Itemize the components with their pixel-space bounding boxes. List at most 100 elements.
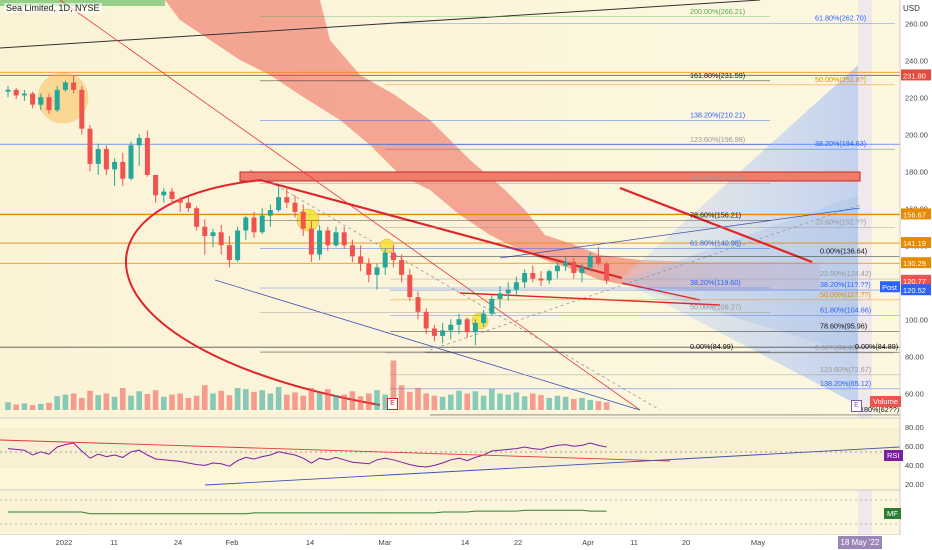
volume-bar	[292, 392, 298, 410]
volume-bar	[95, 395, 101, 410]
volume-bar	[505, 394, 511, 410]
fib-level-label: 123.60%(196.98)	[690, 135, 745, 144]
time-tick-label: May	[751, 538, 765, 547]
candle-body	[71, 82, 77, 90]
price-tick-label: 180.00	[905, 167, 928, 176]
fib-level-label: 123.60%(72.67)	[820, 365, 871, 374]
price-badge-bg	[901, 274, 931, 286]
candle-body	[522, 273, 528, 283]
volume-bar	[62, 394, 69, 410]
candle-body	[571, 261, 577, 273]
candle-body	[210, 232, 216, 236]
price-badge-text: 120.52	[903, 286, 926, 295]
volume-bar	[111, 396, 118, 410]
fib-level-label: 50.00%(106.27)	[690, 303, 741, 312]
highlight-circle	[379, 238, 395, 254]
volume-bar	[38, 403, 44, 410]
candle-body	[472, 322, 478, 333]
volume-bar	[464, 393, 470, 410]
time-tick-label: Mar	[379, 538, 392, 547]
candle-body	[5, 89, 11, 92]
candle-body	[177, 199, 183, 203]
cursor-date-label: 18 May '22	[838, 536, 882, 549]
candle-body	[153, 174, 159, 196]
rsi-tick-label: 20.00	[905, 480, 924, 489]
fib-level-label: 50.00%(11?.??)	[820, 290, 871, 299]
candle-body	[13, 89, 19, 96]
volume-bar	[193, 395, 200, 410]
volume-bar	[243, 389, 249, 410]
candle-body	[46, 97, 52, 111]
candle-body	[595, 256, 601, 264]
volume-bar	[267, 393, 274, 410]
candle-body	[95, 149, 101, 164]
candle-body	[382, 252, 388, 268]
price-badge-bg	[901, 69, 931, 81]
event-marker-volume[interactable]: E	[387, 398, 398, 410]
volume-bar	[579, 397, 585, 410]
projection-cone-inner	[620, 195, 858, 355]
volume-badge[interactable]: Volume	[870, 396, 902, 407]
volume-bar	[29, 405, 36, 410]
candle-body	[489, 298, 495, 314]
event-marker-future[interactable]: E	[851, 400, 862, 412]
volume-bar	[333, 395, 339, 410]
candle-body	[538, 278, 544, 281]
mf-badge[interactable]: MF	[884, 508, 901, 519]
rsi-badge[interactable]: RSI	[884, 450, 903, 461]
candle-body	[546, 271, 552, 281]
volume-bar	[530, 393, 536, 410]
resistance-band	[239, 171, 861, 182]
volume-bar	[390, 360, 397, 410]
rsi-line	[7, 442, 607, 468]
volume-bar	[439, 396, 446, 410]
time-tick-label: Apr	[582, 538, 594, 547]
volume-bar	[161, 396, 167, 410]
volume-bar	[513, 392, 520, 410]
descending-trendline	[459, 292, 721, 306]
price-tick-label: 260.00	[905, 19, 928, 28]
volume-bar	[144, 394, 151, 410]
candle-body	[292, 202, 298, 212]
candle-body	[333, 232, 339, 246]
volume-bar	[431, 395, 438, 410]
candle-body	[505, 289, 511, 294]
volume-bar	[5, 402, 11, 410]
candle-body	[366, 263, 372, 275]
candle-body	[103, 149, 109, 170]
fib-level-label: 180%(62??)	[860, 405, 899, 414]
arc-curve	[125, 179, 381, 406]
candle-body	[194, 208, 200, 227]
fib-level-label: 23.60%(124.42)	[820, 269, 871, 278]
time-tick-label: 11	[110, 538, 118, 547]
fib-level-label: 0.00%(84.99)	[690, 342, 733, 351]
time-axis-bg	[0, 535, 900, 550]
price-badge-text: 130.29	[903, 259, 926, 268]
price-tick-label: 100.00	[905, 315, 928, 324]
volume-bar	[234, 388, 241, 410]
volume-bar	[128, 395, 134, 410]
symbol-label[interactable]: Sea Limited, 1D, NYSE	[4, 3, 102, 13]
channel-line	[214, 279, 641, 411]
volume-bar	[423, 393, 429, 410]
candle-body	[169, 191, 175, 199]
volume-bar	[366, 393, 372, 410]
volume-bar	[448, 394, 454, 410]
volume-bar	[308, 388, 315, 410]
candle-body	[325, 230, 331, 246]
candle-body	[448, 324, 454, 331]
candle-body	[251, 217, 257, 233]
candle-body	[276, 197, 282, 211]
candle-body	[120, 162, 126, 179]
volume-bar	[120, 388, 126, 410]
fib-level-label: 50.00%(251.8?)	[815, 75, 866, 84]
volume-bar	[382, 394, 388, 410]
candle-body	[161, 191, 167, 196]
fib-level-label: 0.00%(84.48)	[815, 343, 858, 352]
volume-bar	[489, 389, 495, 410]
volume-bar	[54, 396, 60, 410]
volume-bar	[284, 394, 290, 410]
price-badge-bg	[901, 284, 931, 296]
volume-bar	[103, 393, 110, 410]
